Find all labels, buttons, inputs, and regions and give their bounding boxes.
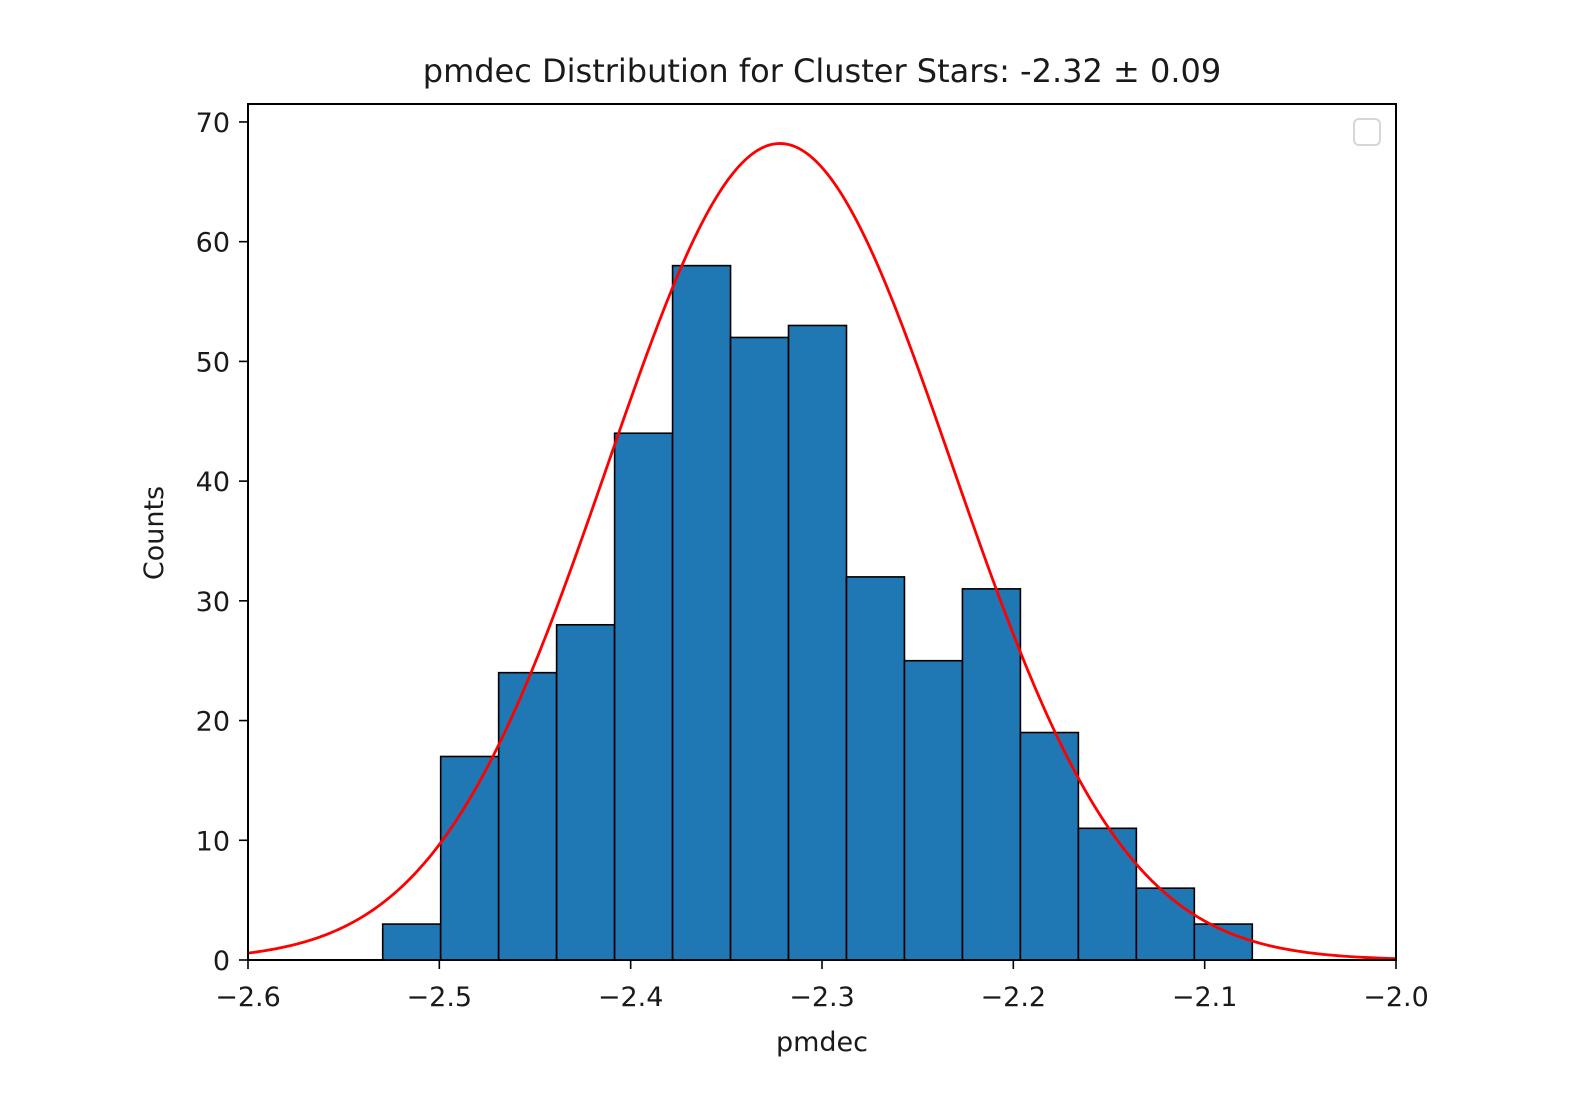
x-axis-label: pmdec [776, 1027, 868, 1058]
histogram-bar [439, 755, 500, 961]
y-axis-label-group: Counts [139, 486, 170, 580]
x-axis-ticks: −2.6 −2.5 −2.4 −2.3 −2.2 −2.1 −2.0 [215, 960, 1429, 1013]
histogram-bar [1135, 887, 1196, 961]
histogram-bar [497, 671, 558, 961]
y-tick-label: 50 [196, 347, 230, 378]
y-tick-label: 0 [213, 946, 230, 977]
y-tick-label: 40 [196, 467, 230, 498]
y-axis-ticks: 0 10 20 30 40 50 60 70 [196, 108, 248, 977]
histogram-bar [555, 623, 616, 961]
histogram-bar [671, 264, 732, 961]
histogram-bar [1019, 731, 1080, 961]
x-tick-label: −2.6 [215, 982, 281, 1013]
y-tick-label: 70 [196, 108, 230, 139]
histogram-bar [903, 659, 964, 961]
histogram-bar [613, 432, 674, 961]
x-tick-label: −2.3 [789, 982, 855, 1013]
histogram-bar [729, 336, 790, 961]
histogram-bars [381, 264, 1254, 961]
x-tick-label: −2.1 [1172, 982, 1238, 1013]
x-tick-label: −2.0 [1363, 982, 1429, 1013]
x-tick-label: −2.4 [598, 982, 664, 1013]
x-tick-label: −2.5 [407, 982, 473, 1013]
gaussian-fit-line [247, 142, 1397, 961]
y-tick-label: 60 [196, 228, 230, 259]
y-tick-label: 30 [196, 587, 230, 618]
histogram-bar [845, 576, 906, 961]
legend-box [1353, 118, 1381, 146]
y-tick-label: 20 [196, 707, 230, 738]
x-tick-label: −2.2 [981, 982, 1047, 1013]
y-tick-label: 10 [196, 826, 230, 857]
y-axis-label: Counts [139, 486, 170, 580]
histogram-bar [381, 923, 442, 961]
histogram-bar [1077, 827, 1138, 961]
histogram-bar [787, 324, 848, 961]
histogram-bar [961, 588, 1022, 961]
chart-title: pmdec Distribution for Cluster Stars: -2… [423, 52, 1221, 90]
fit-curve-group [247, 142, 1397, 961]
